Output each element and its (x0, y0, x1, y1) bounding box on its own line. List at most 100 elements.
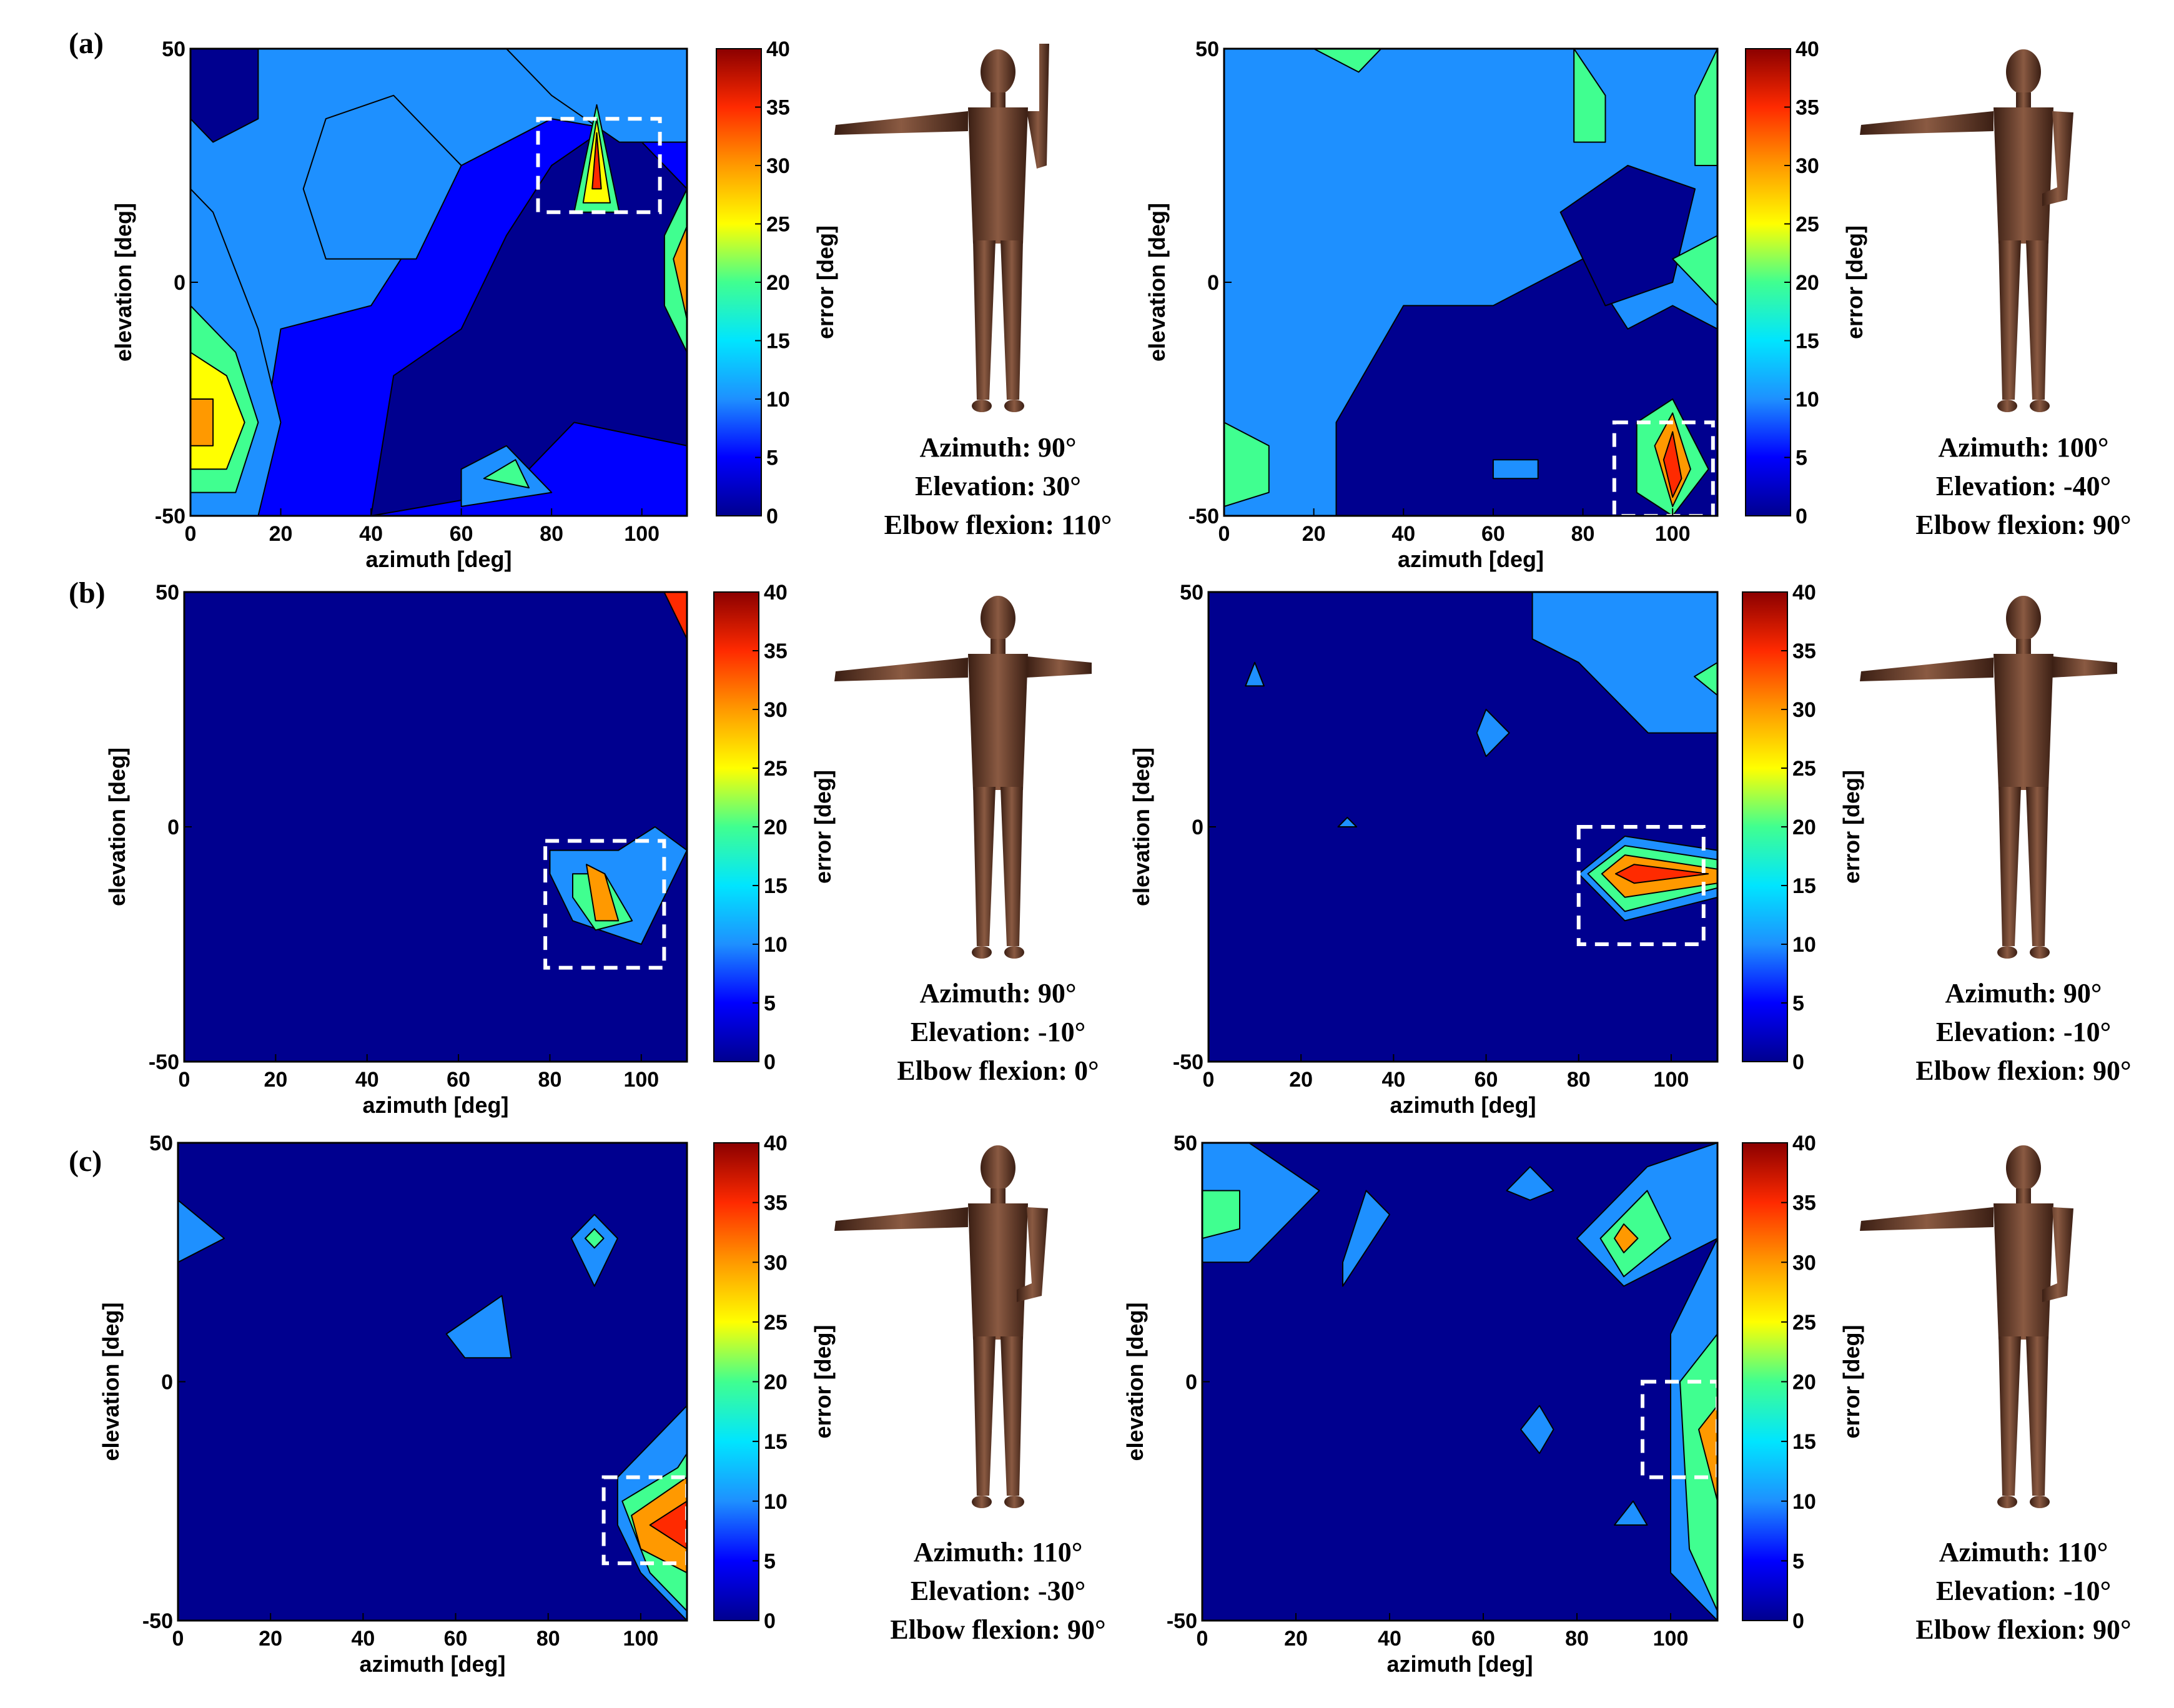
y-tick-label: -50 (142, 1609, 173, 1633)
human-figure-illustration (834, 1145, 1048, 1508)
pose-elevation: Elevation: -10° (1936, 1576, 2111, 1606)
x-tick-label: 80 (1565, 1627, 1589, 1651)
colorbar-tick-label: 10 (764, 933, 788, 957)
colorbar-tick-label: 10 (766, 388, 790, 412)
y-tick-label: 0 (1185, 1371, 1197, 1395)
contour-region (570, 1213, 618, 1287)
pose-elevation: Elevation: -10° (1936, 1017, 2111, 1047)
contour-region (1531, 592, 1717, 734)
x-tick-label: 0 (1197, 1627, 1208, 1651)
plot-area (1202, 1143, 1717, 1621)
colorbar-tick-label: 0 (1792, 1609, 1804, 1633)
contour-region (1599, 1190, 1671, 1278)
contour-background (178, 1143, 687, 1621)
x-tick-label: 20 (269, 522, 293, 546)
contour-region (1224, 422, 1270, 507)
human-figure-illustration (834, 44, 1049, 412)
x-tick-label: 80 (1571, 522, 1595, 546)
x-tick-label: 20 (1289, 1068, 1313, 1092)
colorbar-tick-label: 20 (766, 271, 790, 295)
x-tick-label: 40 (1378, 1627, 1401, 1651)
contour-region (649, 1500, 687, 1550)
x-axis-label: azimuth [deg] (360, 1651, 506, 1677)
contour-region (190, 49, 259, 143)
y-tick-label: 0 (1192, 816, 1203, 839)
pose-elbow-flexion: Elbow flexion: 90° (1915, 510, 2131, 540)
contour-region (445, 1295, 512, 1359)
pose-elevation: Elevation: -40° (1936, 471, 2111, 501)
human-figure-illustration (1860, 1145, 2073, 1508)
colorbar-tick-label: 20 (1796, 271, 1819, 295)
contour-region (1559, 165, 1696, 307)
colorbar-tick-label: 25 (764, 1311, 788, 1335)
contour-region (505, 49, 687, 143)
x-tick-label: 100 (1653, 1627, 1689, 1651)
colorbar-tick-label: 30 (764, 698, 788, 722)
colorbar-tick-label: 25 (1792, 757, 1816, 781)
colorbar-tick-label: 0 (1792, 1050, 1804, 1074)
colorbar-tick-label: 20 (1792, 816, 1816, 839)
contour-region (1337, 817, 1358, 827)
x-axis-label: azimuth [deg] (363, 1092, 509, 1118)
x-tick-label: 80 (1567, 1068, 1591, 1092)
pose-azimuth: Azimuth: 90° (919, 432, 1076, 463)
y-tick-label: 50 (1195, 37, 1219, 61)
colorbar-tick-label: 0 (1796, 505, 1807, 528)
colorbar-tick-label: 5 (1792, 992, 1804, 1015)
colorbar-label: error [deg] (810, 770, 836, 884)
x-tick-label: 60 (1475, 1068, 1498, 1092)
y-tick-label: 0 (167, 816, 179, 839)
x-tick-label: 40 (351, 1627, 375, 1651)
x-tick-label: 60 (450, 522, 473, 546)
x-tick-label: 40 (355, 1068, 379, 1092)
colorbar-tick-label: 30 (1796, 154, 1819, 178)
contour-region (1342, 1190, 1390, 1287)
colorbar-tick-label: 5 (766, 447, 778, 470)
colorbar-tick-label: 5 (1792, 1549, 1804, 1573)
x-tick-label: 20 (1284, 1627, 1308, 1651)
colorbar-tick-label: 35 (1796, 96, 1819, 120)
colorbar (1745, 48, 1791, 516)
colorbar-label: error [deg] (1839, 1325, 1864, 1438)
colorbar-tick-label: 35 (1792, 1192, 1816, 1215)
pose-elevation: Elevation: -10° (911, 1017, 1085, 1047)
y-tick-label: 50 (1173, 1132, 1197, 1155)
contour-region (1615, 864, 1709, 884)
x-axis-label: azimuth [deg] (1387, 1651, 1533, 1677)
panel-label-b: (b) (69, 576, 106, 610)
contour-region (586, 864, 620, 922)
x-tick-label: 100 (1655, 522, 1691, 546)
contour-region (1698, 1404, 1717, 1502)
x-tick-label: 100 (624, 522, 660, 546)
x-tick-label: 0 (172, 1627, 184, 1651)
colorbar (1742, 1142, 1788, 1621)
plot-area (1224, 49, 1717, 516)
colorbar-tick-label: 0 (764, 1050, 776, 1074)
colorbar-tick-label: 25 (1792, 1311, 1816, 1335)
colorbar-tick-label: 5 (764, 1549, 776, 1573)
colorbar-tick-label: 40 (1796, 37, 1819, 61)
y-tick-label: -50 (1188, 505, 1219, 528)
panel-label-c: (c) (69, 1145, 102, 1178)
colorbar-tick-label: 10 (1792, 1490, 1816, 1514)
contour-region (549, 826, 687, 945)
x-axis-label: azimuth [deg] (1390, 1092, 1536, 1118)
x-axis-label: azimuth [deg] (1398, 546, 1544, 572)
colorbar-tick-label: 20 (1792, 1371, 1816, 1395)
colorbar-tick-label: 35 (764, 1192, 788, 1215)
pose-elbow-flexion: Elbow flexion: 0° (897, 1055, 1099, 1086)
contour-region (1694, 661, 1717, 696)
contour-region (1520, 1404, 1554, 1454)
colorbar (713, 1142, 759, 1621)
highlight-box (1576, 825, 1706, 946)
human-figure-illustration (834, 596, 1092, 959)
contour-region (1672, 235, 1717, 307)
plot-area (178, 1143, 687, 1621)
colorbar (713, 591, 759, 1062)
x-tick-label: 0 (1203, 1068, 1215, 1092)
